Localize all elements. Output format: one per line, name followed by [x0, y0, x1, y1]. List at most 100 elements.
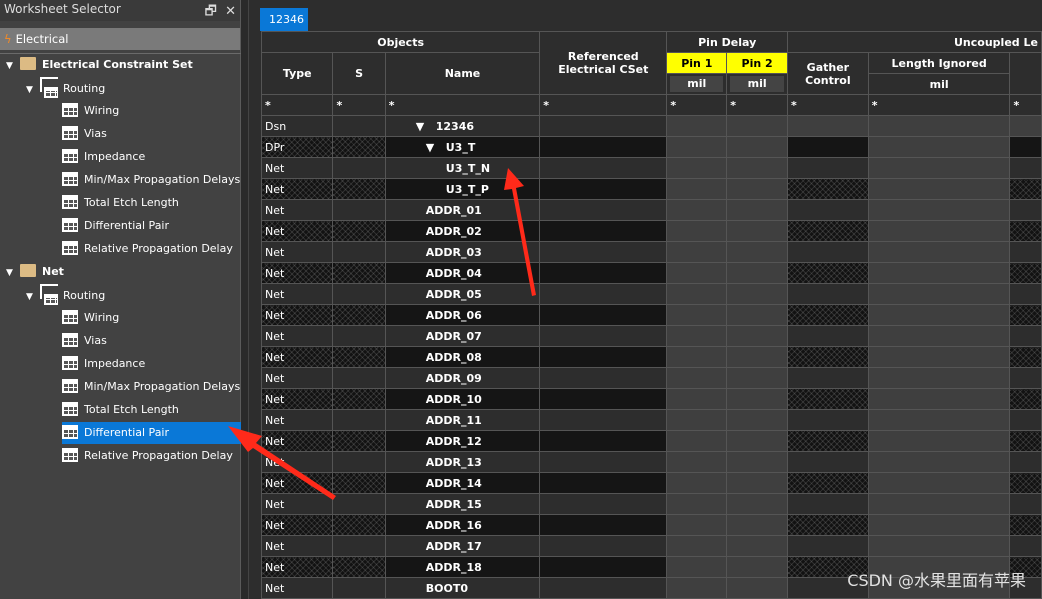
- length-ignored-cell[interactable]: [867, 241, 1011, 263]
- gather-control-cell[interactable]: [787, 409, 869, 431]
- pin2-cell[interactable]: [726, 409, 788, 431]
- pin1-cell[interactable]: [666, 115, 728, 137]
- sidebar-item[interactable]: Impedance: [62, 146, 145, 168]
- gather-control-cell[interactable]: [787, 136, 869, 158]
- sidebar-item[interactable]: Differential Pair: [62, 215, 169, 237]
- sidebar-item[interactable]: Total Etch Length: [62, 192, 179, 214]
- table-row[interactable]: Net U3_T_P: [260, 178, 1042, 200]
- filter-cell[interactable]: *: [666, 94, 728, 116]
- sidebar-item[interactable]: Vias: [62, 123, 107, 145]
- sidebar-item[interactable]: Relative Propagation Delay: [62, 445, 233, 467]
- name-cell[interactable]: ▼ U3_T: [384, 136, 541, 158]
- filter-cell[interactable]: *: [726, 94, 788, 116]
- gather-control-cell[interactable]: [787, 157, 869, 179]
- pin1-cell[interactable]: [666, 493, 728, 515]
- splitter[interactable]: [241, 0, 249, 599]
- length-ignored-cell[interactable]: [867, 493, 1011, 515]
- expand-triangle-icon[interactable]: ▼: [26, 292, 33, 302]
- sidebar-item[interactable]: Wiring: [62, 100, 119, 122]
- ref-cset-cell[interactable]: [539, 115, 668, 137]
- name-cell[interactable]: ADDR_17: [384, 535, 541, 557]
- name-cell[interactable]: ADDR_04: [384, 262, 541, 284]
- header-name[interactable]: Name: [384, 52, 541, 95]
- header-length-ignored[interactable]: Length Ignored: [867, 52, 1011, 74]
- tab-12346[interactable]: 12346: [260, 8, 308, 31]
- table-row[interactable]: Net ADDR_11: [260, 409, 1042, 431]
- table-row[interactable]: Net ADDR_18: [260, 556, 1042, 578]
- ref-cset-cell[interactable]: [539, 430, 668, 452]
- table-row[interactable]: Net ADDR_13: [260, 451, 1042, 473]
- name-cell[interactable]: ADDR_07: [384, 325, 541, 347]
- ref-cset-cell[interactable]: [539, 514, 668, 536]
- sidebar-item[interactable]: ▼ Net: [6, 261, 64, 283]
- ref-cset-cell[interactable]: [539, 367, 668, 389]
- gather-control-cell[interactable]: [787, 346, 869, 368]
- sidebar-item[interactable]: Vias: [62, 330, 107, 352]
- pin1-cell[interactable]: [666, 535, 728, 557]
- ref-cset-cell[interactable]: [539, 346, 668, 368]
- pin1-cell[interactable]: [666, 157, 728, 179]
- gather-control-cell[interactable]: [787, 220, 869, 242]
- length-ignored-cell[interactable]: [867, 178, 1011, 200]
- length-ignored-cell[interactable]: [867, 136, 1011, 158]
- sidebar-item[interactable]: Min/Max Propagation Delays: [62, 376, 240, 398]
- sidebar-item[interactable]: ▼ Electrical Constraint Set: [6, 54, 193, 76]
- pin1-cell[interactable]: [666, 451, 728, 473]
- name-cell[interactable]: ADDR_01: [384, 199, 541, 221]
- table-row[interactable]: Net ADDR_10: [260, 388, 1042, 410]
- name-cell[interactable]: ADDR_10: [384, 388, 541, 410]
- ref-cset-cell[interactable]: [539, 493, 668, 515]
- length-ignored-cell[interactable]: [867, 283, 1011, 305]
- gather-control-cell[interactable]: [787, 493, 869, 515]
- pin1-cell[interactable]: [666, 346, 728, 368]
- close-icon[interactable]: ✕: [225, 4, 236, 19]
- pin1-unit[interactable]: mil: [666, 73, 728, 95]
- length-ignored-cell[interactable]: [867, 388, 1011, 410]
- pin2-cell[interactable]: [726, 451, 788, 473]
- name-cell[interactable]: ADDR_03: [384, 241, 541, 263]
- gather-control-cell[interactable]: [787, 115, 869, 137]
- table-row[interactable]: Net ADDR_01: [260, 199, 1042, 221]
- header-pin2[interactable]: Pin 2: [726, 52, 788, 74]
- length-ignored-cell[interactable]: [867, 157, 1011, 179]
- header-pin1[interactable]: Pin 1: [666, 52, 728, 74]
- length-ignored-cell[interactable]: [867, 115, 1011, 137]
- pin1-cell[interactable]: [666, 409, 728, 431]
- pin1-cell[interactable]: [666, 262, 728, 284]
- gather-control-cell[interactable]: [787, 451, 869, 473]
- length-ignored-cell[interactable]: [867, 367, 1011, 389]
- name-cell[interactable]: ADDR_06: [384, 304, 541, 326]
- header-type[interactable]: Type: [260, 52, 334, 95]
- header-referenced-cset[interactable]: Referenced Electrical CSet: [539, 31, 668, 95]
- filter-cell[interactable]: *: [539, 94, 668, 116]
- pin1-cell[interactable]: [666, 388, 728, 410]
- gather-control-cell[interactable]: [787, 535, 869, 557]
- table-row[interactable]: Net ADDR_05: [260, 283, 1042, 305]
- ref-cset-cell[interactable]: [539, 157, 668, 179]
- name-cell[interactable]: U3_T_P: [384, 178, 541, 200]
- pin1-cell[interactable]: [666, 199, 728, 221]
- gather-control-cell[interactable]: [787, 283, 869, 305]
- gather-control-cell[interactable]: [787, 514, 869, 536]
- name-cell[interactable]: ADDR_12: [384, 430, 541, 452]
- pin2-cell[interactable]: [726, 199, 788, 221]
- gather-control-cell[interactable]: [787, 304, 869, 326]
- gather-control-cell[interactable]: [787, 241, 869, 263]
- length-ignored-cell[interactable]: [867, 325, 1011, 347]
- expand-triangle-icon[interactable]: ▼: [6, 61, 13, 71]
- ref-cset-cell[interactable]: [539, 136, 668, 158]
- gather-control-cell[interactable]: [787, 178, 869, 200]
- name-cell[interactable]: ADDR_08: [384, 346, 541, 368]
- table-row[interactable]: Net ADDR_08: [260, 346, 1042, 368]
- ref-cset-cell[interactable]: [539, 535, 668, 557]
- length-ignored-cell[interactable]: [867, 451, 1011, 473]
- table-row[interactable]: Net U3_T_N: [260, 157, 1042, 179]
- gather-control-cell[interactable]: [787, 199, 869, 221]
- pin1-cell[interactable]: [666, 367, 728, 389]
- ref-cset-cell[interactable]: [539, 451, 668, 473]
- ref-cset-cell[interactable]: [539, 262, 668, 284]
- pin1-cell[interactable]: [666, 178, 728, 200]
- length-ignored-cell[interactable]: [867, 514, 1011, 536]
- length-ignored-cell[interactable]: [867, 346, 1011, 368]
- table-row[interactable]: Net BOOT0: [260, 577, 1042, 599]
